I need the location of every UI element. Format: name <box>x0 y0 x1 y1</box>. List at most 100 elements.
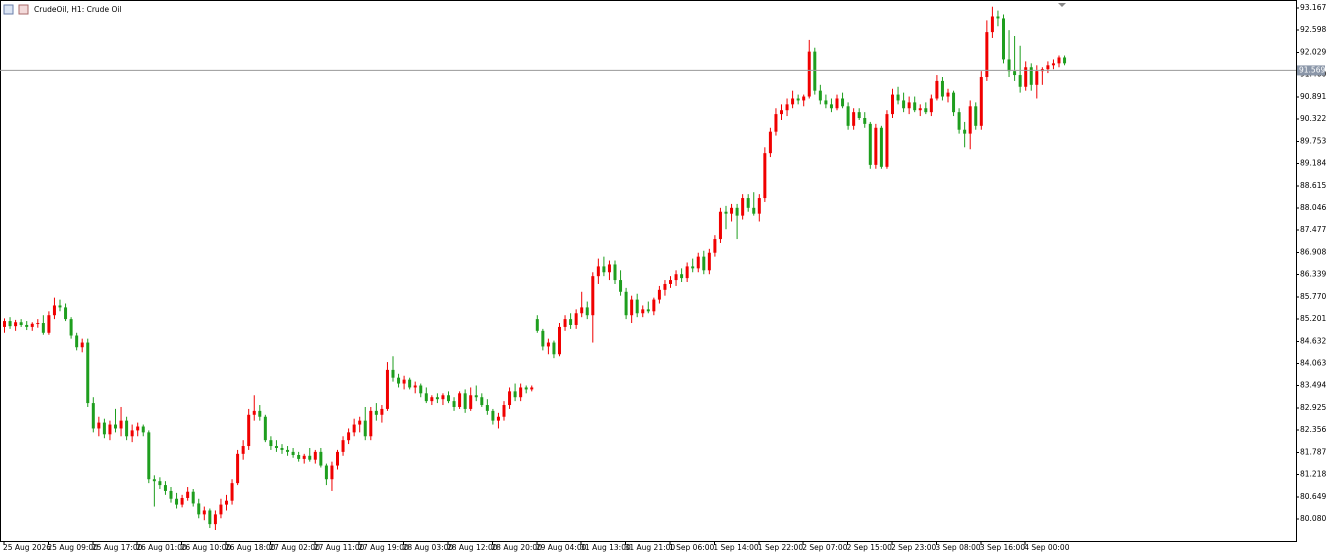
x-tick-label: 1 Sep 14:00 <box>713 543 759 552</box>
x-tick-label: 25 Aug 09:00 <box>47 543 98 552</box>
x-tick-label: 3 Sep 16:00 <box>980 543 1026 552</box>
candle-body <box>607 264 611 273</box>
candle-body <box>807 51 811 97</box>
candle-body <box>902 100 906 109</box>
candle-body <box>385 369 389 409</box>
candle-body <box>458 393 462 407</box>
candle-body <box>791 98 795 105</box>
candle-body <box>485 405 489 411</box>
candle-body <box>474 395 478 398</box>
candle-body <box>391 369 395 378</box>
y-tick-label: 86.908 <box>1300 247 1326 256</box>
candle-body <box>213 514 217 525</box>
candle-body <box>563 319 567 327</box>
candle-body <box>935 80 939 99</box>
y-tick-label: 82.925 <box>1300 403 1326 412</box>
candle-body <box>230 483 234 501</box>
candle-body <box>58 305 62 308</box>
candle-body <box>191 491 195 504</box>
y-tick-label: 90.891 <box>1300 92 1326 101</box>
candle-body <box>585 307 589 316</box>
candle-body <box>768 131 772 154</box>
candle-body <box>286 449 290 452</box>
y-tick-label: 89.184 <box>1300 159 1326 168</box>
candle-body <box>441 395 445 400</box>
candle-body <box>330 465 334 480</box>
candle-body <box>147 432 151 480</box>
candle-body <box>41 323 45 333</box>
candle-body <box>424 393 428 402</box>
y-tick-label: 82.356 <box>1300 425 1326 434</box>
candle-body <box>702 256 706 271</box>
candle-body <box>635 299 639 314</box>
candle-body <box>602 266 606 273</box>
y-tick-label: 84.632 <box>1300 336 1326 345</box>
candle-body <box>208 510 212 525</box>
candle-body <box>52 305 56 316</box>
candle-body <box>358 420 362 425</box>
candle-body <box>669 280 672 284</box>
candle-body <box>336 451 339 466</box>
x-tick-label: 2 Sep 23:00 <box>891 543 937 552</box>
candle-body <box>829 104 833 109</box>
candle-body <box>646 309 650 312</box>
candle-body <box>746 198 750 208</box>
candle-body <box>979 77 983 126</box>
candle-body <box>496 416 500 421</box>
candle-body <box>413 385 417 388</box>
y-tick-label: 88.046 <box>1300 203 1326 212</box>
candle-body <box>97 422 101 429</box>
candle-body <box>724 211 728 214</box>
candle-body <box>780 110 783 115</box>
candle-body <box>91 403 95 429</box>
candle-body <box>302 455 306 459</box>
candle-body <box>3 321 6 327</box>
candle-body <box>369 410 373 437</box>
candle-body <box>907 102 911 109</box>
candle-body <box>1002 18 1005 60</box>
candle-body <box>641 309 645 314</box>
candle-body <box>119 420 123 429</box>
candle-body <box>685 266 689 279</box>
y-tick-label: 81.218 <box>1300 470 1326 479</box>
candle-body <box>258 410 262 417</box>
candle-body <box>546 342 550 347</box>
price-label: 91.569 <box>1299 65 1325 74</box>
x-tick-label: 25 Aug 2026 <box>3 543 51 552</box>
candle-body <box>308 455 312 460</box>
candle-body <box>774 114 778 132</box>
candle-body <box>136 426 140 431</box>
candle-body <box>619 280 623 292</box>
candle-body <box>990 16 994 33</box>
candle-body <box>691 266 695 269</box>
candle-body <box>985 32 989 78</box>
x-tick-label: 31 Aug 21:00 <box>625 543 676 552</box>
candle-body <box>524 387 528 390</box>
candle-body <box>69 319 73 336</box>
candle-body <box>1046 65 1050 70</box>
candle-body <box>824 100 828 105</box>
candle-body <box>463 393 467 409</box>
candle-body <box>30 323 34 327</box>
price-label-box <box>1297 65 1325 76</box>
candle-body <box>241 446 245 454</box>
candle-body <box>202 510 206 515</box>
candle-body <box>86 342 90 404</box>
candle-body <box>291 451 295 456</box>
candle-body <box>674 274 678 281</box>
candle-body <box>968 106 972 134</box>
candle-body <box>452 401 456 407</box>
candle-body <box>75 335 79 348</box>
candle-body <box>624 291 628 316</box>
candle-body <box>957 112 961 130</box>
candle-body <box>885 114 889 167</box>
candle-body <box>785 104 789 111</box>
y-tick-label: 84.063 <box>1300 359 1326 368</box>
y-tick-label: 89.753 <box>1300 136 1326 145</box>
x-tick-label: 27 Aug 19:00 <box>358 543 409 552</box>
x-tick-label: 29 Aug 04:00 <box>536 543 587 552</box>
candle-body <box>569 319 573 325</box>
candle-body <box>896 94 900 101</box>
candle-body <box>846 106 850 126</box>
chart-title: CrudeOil, H1: Crude Oil <box>34 5 122 14</box>
